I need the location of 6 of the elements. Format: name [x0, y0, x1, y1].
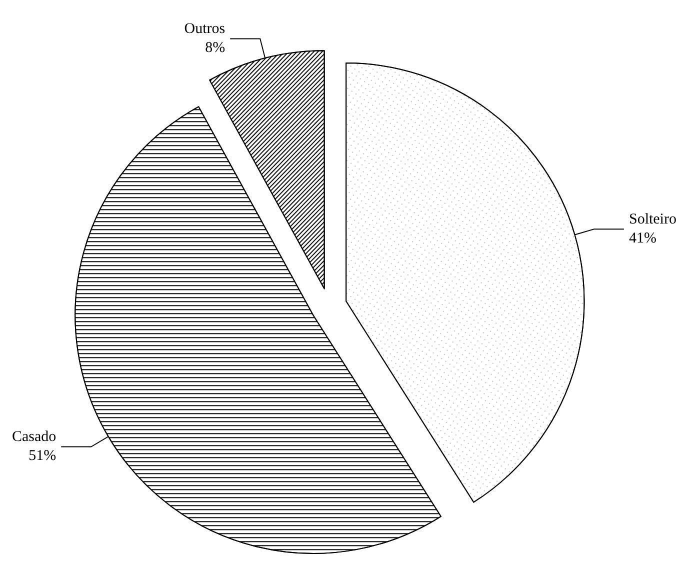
data-label: 41%	[628, 230, 656, 247]
legend-label: Casado	[12, 429, 56, 446]
slice-label: Outros	[184, 21, 226, 38]
data-label: 8%	[205, 40, 226, 56]
data-label: 51%	[28, 448, 56, 464]
slice-label: Solteiro	[628, 212, 676, 228]
